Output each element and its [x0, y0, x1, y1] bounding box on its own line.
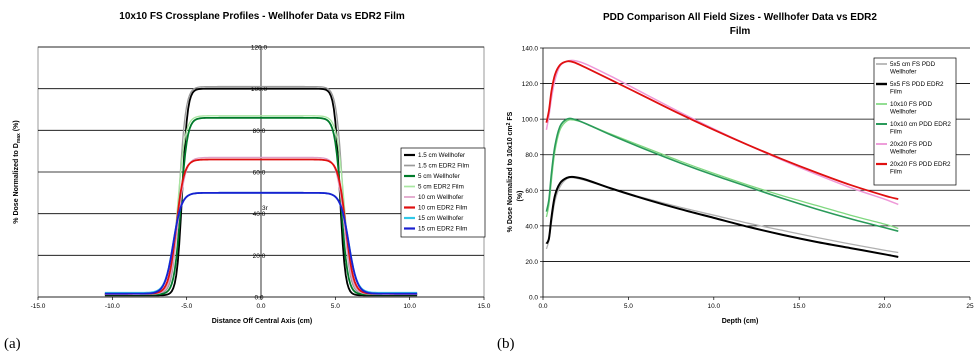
chart-b-series-line — [545, 60, 899, 201]
chart-a: 10x10 FS Crossplane Profiles - Wellhofer… — [13, 11, 491, 325]
chart-b-legend-label: 10x10 FS PDD Wellhofer — [890, 101, 932, 116]
chart-a-legend-label: 15 cm EDR2 Film — [418, 226, 467, 233]
chart-a-x-tick-label: 15.0 — [478, 303, 491, 310]
chart-a-legend-label: 5 cm Wellhofer — [418, 173, 460, 180]
chart-b-x-tick-label: 25 — [966, 303, 974, 310]
chart-a-x-tick-label: 5.0 — [331, 303, 340, 310]
chart-b-legend-label: 20x20 FS PDD EDR2 Film — [890, 161, 951, 176]
chart-a-x-label: Distance Off Central Axis (cm) — [212, 318, 313, 325]
chart-a-y-tick-label: 20.0 — [253, 253, 266, 260]
chart-b-x-tick-label: 5.0 — [624, 303, 633, 310]
chart-b-y-tick-label: 40.0 — [525, 223, 538, 230]
chart-b-y-label: % Dose Normalized to 10x10 cm2 FS — [506, 111, 514, 232]
chart-a-series-line — [104, 158, 418, 295]
chart-b-title-line2: Film — [730, 26, 751, 37]
chart-a-x-tick-label: 10.0 — [403, 303, 416, 310]
chart-b-y-tick-label: 20.0 — [525, 259, 538, 266]
chart-a-legend-label: 10 cm EDR2 Film — [418, 205, 467, 212]
chart-a-x-tick-label: -5.0 — [181, 303, 193, 310]
chart-a-legend: 1.5 cm Wellhofer 1.5 cm EDR2 Film 5 cm Wel… — [400, 147, 486, 238]
chart-a-legend-label: 10 cm Wellhofer — [418, 194, 463, 201]
chart-b-y-tick-label: 80.0 — [525, 152, 538, 159]
chart-a-x-tick-label: -15.0 — [31, 303, 46, 310]
chart-a-y-tick-label: 40.0 — [253, 211, 266, 218]
chart-b-x-tick-label: 15.0 — [793, 303, 806, 310]
chart-a-y-tick-label: 80.0 — [253, 128, 266, 135]
chart-b-y-tick-label: 120.0 — [522, 81, 539, 88]
chart-b-series-line — [545, 119, 899, 230]
chart-b-x-tick-label: 20.0 — [878, 303, 891, 310]
chart-b-x-label: Depth (cm) — [722, 318, 759, 325]
chart-a-series-line — [104, 116, 418, 296]
chart-b-legend-box — [873, 57, 957, 186]
chart-a-legend-label: 5 cm EDR2 Film — [418, 184, 464, 191]
chart-a-title: 10x10 FS Crossplane Profiles - Wellhofer… — [119, 11, 405, 22]
chart-b-x-tick-label: 10.0 — [707, 303, 720, 310]
chart-b-y-tick-label: 0.0 — [529, 295, 538, 302]
chart-a-y-tick-label: 0.0 — [254, 295, 263, 302]
chart-a-y-tick-label: 100.0 — [251, 86, 268, 93]
panel-label-b: (b) — [497, 336, 515, 352]
chart-a-y-tick-label: 120.0 — [251, 45, 268, 52]
chart-a-series-line — [104, 191, 418, 295]
chart-a-y-tick-label: 60.0 — [253, 170, 266, 177]
chart-a-annotation: 3r — [262, 205, 269, 212]
chart-a-legend-box — [400, 147, 486, 238]
chart-b-y-label-line2: (%) — [517, 191, 524, 202]
chart-b-series-line — [545, 59, 899, 206]
chart-a-x-tick-label: -10.0 — [105, 303, 120, 310]
chart-b-legend-label: 20x20 FS PDD Wellhofer — [890, 141, 932, 156]
chart-b-y-tick-label: 60.0 — [525, 188, 538, 195]
chart-b-series-line — [545, 117, 899, 232]
chart-b-legend-label: 5x5 FS PDD EDR2 Film — [890, 81, 944, 96]
chart-a-legend-label: 1.5 cm Wellhofer — [418, 152, 465, 159]
chart-b-legend: 5x5 cm FS PDD Wellhofer 5x5 FS PDD EDR2 Fil… — [873, 57, 957, 186]
chart-b-series-line — [545, 176, 899, 254]
chart-b-legend-label: 10x10 cm PDD EDR2 Film — [890, 121, 951, 136]
panel-label-a: (a) — [4, 336, 21, 352]
chart-a-x-tick-label: 0.0 — [256, 303, 265, 310]
chart-a-y-label: % Dose Normalized to Dmax (%) — [13, 120, 22, 223]
chart-b-y-tick-label: 100.0 — [522, 117, 539, 124]
chart-a-legend-label: 1.5 cm EDR2 Film — [418, 163, 469, 170]
chart-b-legend-label: 5x5 cm FS PDD Wellhofer — [890, 61, 936, 76]
chart-b-title: PDD Comparison All Field Sizes - Wellhof… — [603, 12, 877, 23]
chart-b-series-line — [545, 175, 899, 258]
chart-b-y-tick-label: 140.0 — [522, 46, 539, 53]
chart-a-legend-label: 15 cm Wellhofer — [418, 215, 463, 222]
chart-b-x-tick-label: 0.0 — [538, 303, 547, 310]
chart-b: PDD Comparison All Field Sizes - Wellhof… — [506, 12, 974, 325]
chart-a-series-line — [104, 87, 418, 297]
